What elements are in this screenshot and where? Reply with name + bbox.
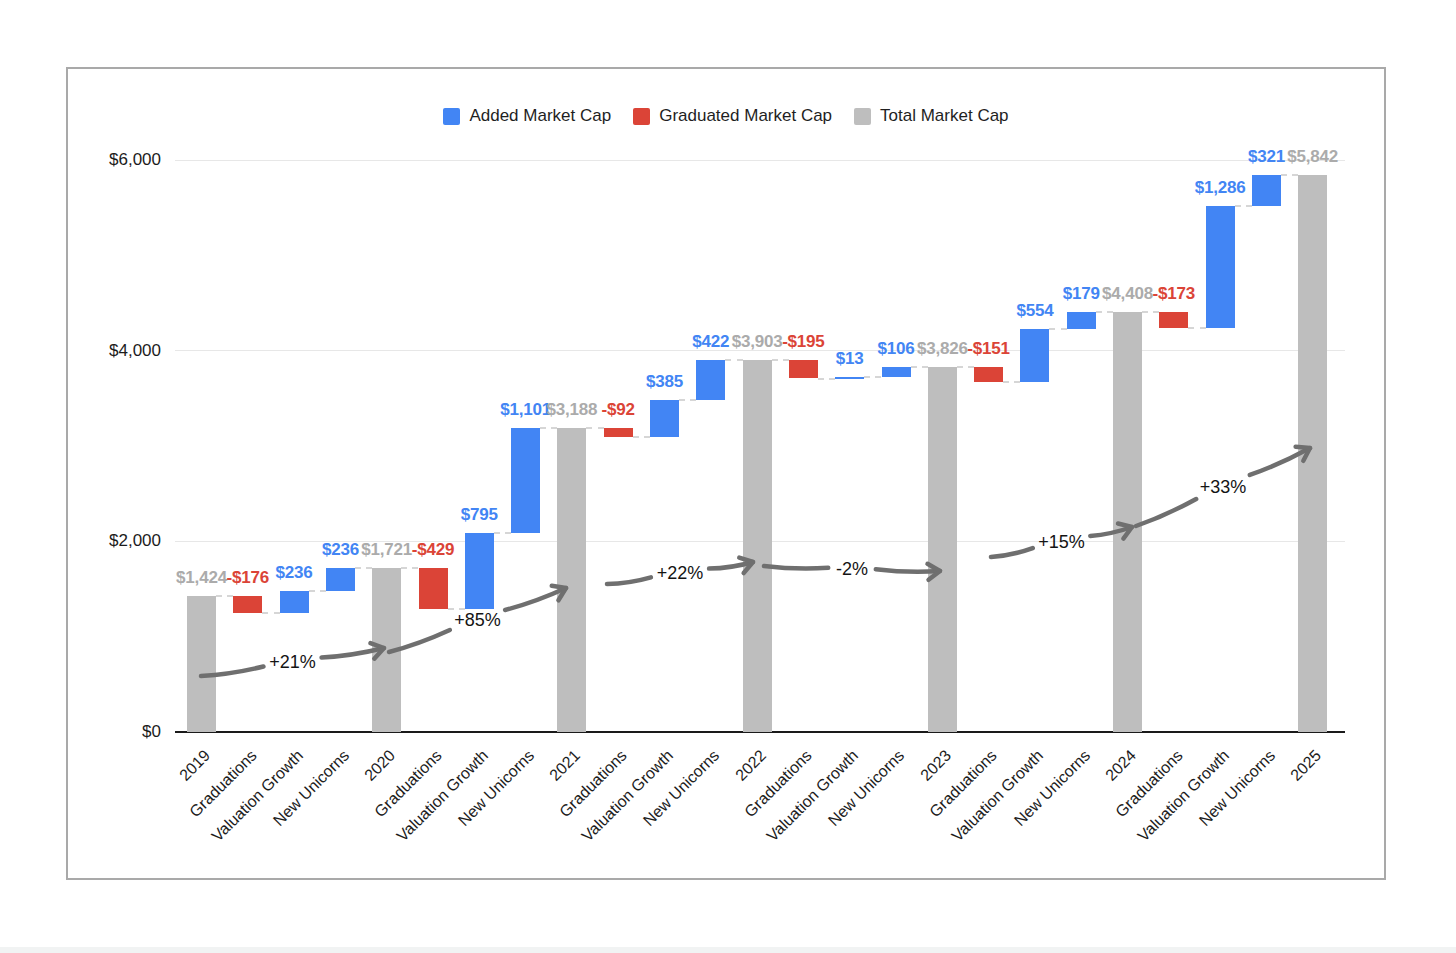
value-label-2020-4: $1,721	[361, 540, 412, 560]
bar-2019-total-0	[187, 596, 216, 732]
value-label-new-unicorns-7: $1,101	[500, 400, 551, 420]
legend-item-total-market-cap: Total Market Cap	[854, 106, 1009, 126]
value-label-2024-20: $4,408	[1102, 284, 1153, 304]
value-label-graduations-17: -$151	[967, 339, 1009, 359]
y-axis-tick-label: $4,000	[109, 341, 161, 361]
waterfall-connector	[1235, 205, 1252, 207]
waterfall-connector	[401, 567, 418, 569]
waterfall-connector	[1049, 328, 1066, 330]
growth-percent-label: +22%	[657, 563, 704, 584]
value-label-new-unicorns-3: $236	[322, 540, 359, 560]
chart-frame	[66, 67, 1386, 880]
bar-2023-total-16	[928, 367, 957, 732]
footer-strip	[0, 947, 1456, 953]
value-label-valuation-growth-18: $554	[1016, 301, 1053, 321]
bar-graduations-decrease-21	[1159, 312, 1188, 328]
waterfall-connector	[725, 359, 742, 361]
added-market-cap-swatch-icon	[443, 108, 460, 125]
value-label-graduations-5: -$429	[412, 540, 454, 560]
legend-item-label: Added Market Cap	[469, 106, 611, 126]
waterfall-connector	[1188, 327, 1205, 329]
waterfall-connector	[633, 436, 650, 438]
value-label-2025-24: $5,842	[1287, 147, 1338, 167]
value-label-graduations-13: -$195	[782, 332, 824, 352]
bar-2021-total-8	[557, 428, 586, 732]
page-canvas: Added Market Cap Graduated Market Cap Tota…	[0, 0, 1456, 953]
bar-2025-total-24	[1298, 175, 1327, 732]
bar-new-unicorns-increase-15	[882, 367, 911, 377]
value-label-valuation-growth-22: $1,286	[1195, 178, 1246, 198]
value-label-graduations-1: -$176	[227, 568, 269, 588]
legend-item-label: Total Market Cap	[880, 106, 1009, 126]
waterfall-connector	[494, 532, 511, 534]
waterfall-connector	[957, 366, 974, 368]
growth-percent-label: +33%	[1200, 477, 1247, 498]
waterfall-connector	[262, 612, 279, 614]
waterfall-connector	[355, 567, 372, 569]
chart-legend: Added Market Cap Graduated Market Cap Tota…	[66, 106, 1386, 126]
value-label-new-unicorns-11: $422	[692, 332, 729, 352]
growth-percent-label: +21%	[269, 652, 316, 673]
y-axis-tick-label: $2,000	[109, 531, 161, 551]
bar-new-unicorns-increase-3	[326, 568, 355, 590]
value-label-2022-12: $3,903	[732, 332, 783, 352]
graduated-market-cap-swatch-icon	[633, 108, 650, 125]
value-label-valuation-growth-14: $13	[836, 349, 864, 369]
bar-graduations-decrease-1	[233, 596, 262, 613]
value-label-valuation-growth-10: $385	[646, 372, 683, 392]
bar-valuation-growth-increase-2	[280, 591, 309, 613]
bar-2022-total-12	[743, 360, 772, 732]
bar-valuation-growth-increase-22	[1206, 206, 1235, 329]
value-label-graduations-21: -$173	[1153, 284, 1195, 304]
waterfall-connector	[216, 595, 233, 597]
waterfall-connector	[864, 376, 881, 378]
bar-new-unicorns-increase-7	[511, 428, 540, 533]
bar-valuation-growth-increase-18	[1020, 329, 1049, 382]
growth-percent-label: +85%	[454, 610, 501, 631]
legend-item-added-market-cap: Added Market Cap	[443, 106, 611, 126]
bar-2024-total-20	[1113, 312, 1142, 732]
bar-graduations-decrease-5	[419, 568, 448, 609]
value-label-new-unicorns-23: $321	[1248, 147, 1285, 167]
value-label-graduations-9: -$92	[602, 400, 635, 420]
bar-graduations-decrease-17	[974, 367, 1003, 381]
waterfall-connector	[1003, 381, 1020, 383]
bar-2020-total-4	[372, 568, 401, 732]
bar-new-unicorns-increase-11	[696, 360, 725, 400]
waterfall-connector	[309, 590, 326, 592]
value-label-2023-16: $3,826	[917, 339, 968, 359]
legend-item-graduated-market-cap: Graduated Market Cap	[633, 106, 832, 126]
value-label-2021-8: $3,188	[546, 400, 597, 420]
waterfall-connector	[679, 399, 696, 401]
bar-graduations-decrease-9	[604, 428, 633, 437]
y-axis-tick-label: $0	[142, 722, 161, 742]
bar-new-unicorns-increase-19	[1067, 312, 1096, 329]
value-label-valuation-growth-2: $236	[276, 563, 313, 583]
legend-item-label: Graduated Market Cap	[659, 106, 832, 126]
bar-valuation-growth-increase-10	[650, 400, 679, 437]
waterfall-connector	[540, 427, 557, 429]
growth-percent-label: -2%	[836, 558, 868, 579]
value-label-valuation-growth-6: $795	[461, 505, 498, 525]
waterfall-connector	[772, 359, 789, 361]
bar-graduations-decrease-13	[789, 360, 818, 379]
y-axis-tick-label: $6,000	[109, 150, 161, 170]
bar-valuation-growth-increase-14	[835, 377, 864, 379]
waterfall-connector	[586, 427, 603, 429]
waterfall-connector	[1096, 311, 1113, 313]
waterfall-connector	[911, 366, 928, 368]
bar-new-unicorns-increase-23	[1252, 175, 1281, 206]
value-label-2019-0: $1,424	[176, 568, 227, 588]
total-market-cap-swatch-icon	[854, 108, 871, 125]
bar-valuation-growth-increase-6	[465, 533, 494, 609]
gridline-6000	[175, 160, 1345, 161]
growth-percent-label: +15%	[1038, 532, 1085, 553]
waterfall-connector	[818, 378, 835, 380]
waterfall-connector	[1142, 311, 1159, 313]
value-label-new-unicorns-15: $106	[877, 339, 914, 359]
value-label-new-unicorns-19: $179	[1063, 284, 1100, 304]
waterfall-connector	[1281, 174, 1298, 176]
